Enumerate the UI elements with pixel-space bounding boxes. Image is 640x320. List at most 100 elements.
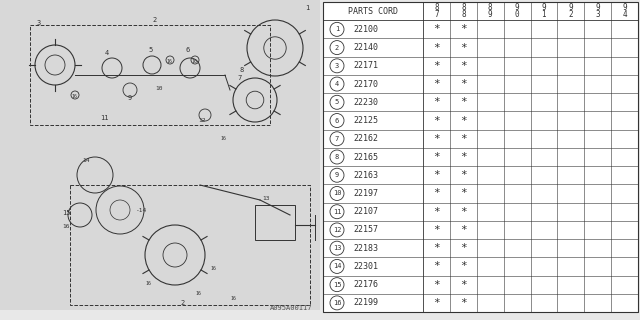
Text: 10: 10 bbox=[155, 86, 163, 91]
Text: 9: 9 bbox=[568, 3, 573, 12]
Text: 7: 7 bbox=[237, 75, 241, 81]
Text: *: * bbox=[433, 134, 440, 144]
Text: 16: 16 bbox=[62, 224, 70, 229]
Text: 8: 8 bbox=[240, 67, 244, 73]
Text: 14: 14 bbox=[333, 263, 341, 269]
Text: 8: 8 bbox=[461, 10, 466, 19]
Text: 22183: 22183 bbox=[353, 244, 378, 253]
Text: *: * bbox=[433, 24, 440, 34]
Text: 22107: 22107 bbox=[353, 207, 378, 216]
Bar bbox=[323, 2, 638, 312]
Text: 22301: 22301 bbox=[353, 262, 378, 271]
Text: 16: 16 bbox=[220, 136, 226, 141]
Text: 5: 5 bbox=[335, 99, 339, 105]
Text: *: * bbox=[433, 207, 440, 217]
Text: *: * bbox=[460, 79, 467, 89]
Text: *: * bbox=[460, 43, 467, 52]
Text: *: * bbox=[460, 188, 467, 198]
Text: 3: 3 bbox=[335, 63, 339, 69]
Text: 2: 2 bbox=[568, 10, 573, 19]
Text: 8: 8 bbox=[461, 3, 466, 12]
Text: *: * bbox=[460, 243, 467, 253]
Text: *: * bbox=[433, 79, 440, 89]
Text: 16: 16 bbox=[71, 93, 77, 99]
Text: *: * bbox=[460, 280, 467, 290]
Text: 9: 9 bbox=[515, 3, 520, 12]
Text: 22176: 22176 bbox=[353, 280, 378, 289]
Text: 7: 7 bbox=[335, 136, 339, 142]
Text: 16: 16 bbox=[195, 291, 201, 296]
Text: 1: 1 bbox=[335, 26, 339, 32]
Text: 22230: 22230 bbox=[353, 98, 378, 107]
Text: 16: 16 bbox=[166, 59, 172, 63]
Text: 1: 1 bbox=[541, 10, 547, 19]
Text: 6: 6 bbox=[335, 117, 339, 124]
Text: 8: 8 bbox=[488, 3, 493, 12]
Text: 15: 15 bbox=[62, 210, 70, 216]
Text: *: * bbox=[460, 152, 467, 162]
Text: *: * bbox=[460, 24, 467, 34]
Text: 22197: 22197 bbox=[353, 189, 378, 198]
Text: 2: 2 bbox=[153, 17, 157, 23]
Text: 2: 2 bbox=[180, 300, 184, 306]
Text: *: * bbox=[460, 170, 467, 180]
Text: 9: 9 bbox=[335, 172, 339, 178]
Text: 15: 15 bbox=[333, 282, 341, 288]
Text: 10: 10 bbox=[333, 190, 341, 196]
Text: 7: 7 bbox=[434, 10, 439, 19]
Bar bbox=[30, 25, 270, 125]
Text: 8: 8 bbox=[335, 154, 339, 160]
Text: 22100: 22100 bbox=[353, 25, 378, 34]
Text: 22171: 22171 bbox=[353, 61, 378, 70]
Text: 3: 3 bbox=[595, 10, 600, 19]
Text: *: * bbox=[460, 116, 467, 125]
Text: 6: 6 bbox=[185, 47, 189, 53]
Text: 9: 9 bbox=[595, 3, 600, 12]
Text: *: * bbox=[433, 170, 440, 180]
Text: 22125: 22125 bbox=[353, 116, 378, 125]
Text: *: * bbox=[460, 97, 467, 107]
Text: 4: 4 bbox=[622, 10, 627, 19]
Bar bbox=[70, 185, 310, 305]
Text: 16: 16 bbox=[191, 59, 197, 63]
Text: *: * bbox=[460, 225, 467, 235]
Text: 22165: 22165 bbox=[353, 153, 378, 162]
Text: *: * bbox=[460, 298, 467, 308]
Text: *: * bbox=[433, 298, 440, 308]
Text: 13: 13 bbox=[333, 245, 341, 251]
Text: 3: 3 bbox=[37, 20, 41, 26]
Text: *: * bbox=[433, 261, 440, 271]
Text: 2: 2 bbox=[335, 44, 339, 51]
Text: 16: 16 bbox=[333, 300, 341, 306]
Text: 8: 8 bbox=[434, 3, 439, 12]
Text: 16: 16 bbox=[230, 296, 236, 301]
Text: 5: 5 bbox=[148, 47, 152, 53]
Text: 11: 11 bbox=[100, 115, 109, 121]
Text: *: * bbox=[460, 134, 467, 144]
Text: 12: 12 bbox=[198, 118, 205, 123]
Text: *: * bbox=[460, 61, 467, 71]
Text: *: * bbox=[433, 243, 440, 253]
Text: 11: 11 bbox=[333, 209, 341, 215]
Text: 4: 4 bbox=[335, 81, 339, 87]
Text: 22157: 22157 bbox=[353, 226, 378, 235]
Text: *: * bbox=[433, 188, 440, 198]
Text: PARTS CORD: PARTS CORD bbox=[348, 7, 398, 16]
Text: *: * bbox=[433, 43, 440, 52]
Text: 16: 16 bbox=[210, 266, 216, 271]
Bar bbox=[255, 205, 295, 240]
Text: 1: 1 bbox=[305, 5, 309, 11]
Text: -14: -14 bbox=[136, 208, 147, 213]
Text: 22199: 22199 bbox=[353, 298, 378, 308]
Text: 12: 12 bbox=[333, 227, 341, 233]
Text: *: * bbox=[433, 280, 440, 290]
Text: 9: 9 bbox=[622, 3, 627, 12]
Text: 16: 16 bbox=[145, 281, 151, 286]
Text: *: * bbox=[460, 261, 467, 271]
Bar bbox=[0, 0, 320, 310]
Text: 14: 14 bbox=[82, 158, 90, 163]
Text: A095A00117: A095A00117 bbox=[270, 305, 312, 311]
Text: *: * bbox=[433, 61, 440, 71]
Text: 13: 13 bbox=[262, 196, 269, 201]
Text: 22170: 22170 bbox=[353, 80, 378, 89]
